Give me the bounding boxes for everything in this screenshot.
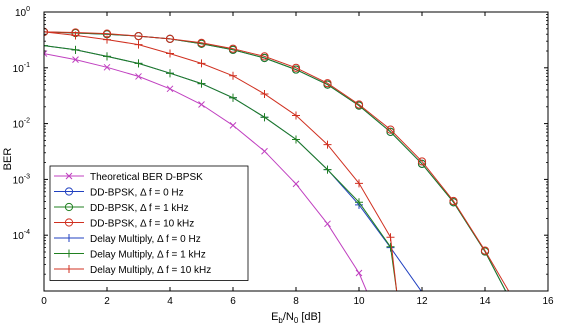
legend-label: Delay Multiply, Δ f = 10 kHz bbox=[90, 265, 211, 276]
data-point bbox=[167, 86, 173, 92]
data-point bbox=[261, 90, 269, 98]
y-axis-label: BER bbox=[2, 148, 14, 171]
x-axis-label-main: E bbox=[271, 311, 278, 323]
data-point bbox=[135, 41, 143, 49]
y-tick-label: 10-4 bbox=[13, 229, 30, 242]
data-point bbox=[229, 94, 237, 102]
x-tick-label: 0 bbox=[41, 296, 47, 307]
data-point bbox=[198, 59, 206, 67]
data-point bbox=[199, 101, 205, 107]
x-axis-label-mid: /N bbox=[283, 311, 294, 323]
data-point bbox=[104, 64, 110, 70]
x-tick-label: 8 bbox=[293, 296, 299, 307]
x-tick-label: 10 bbox=[353, 296, 365, 307]
data-point bbox=[166, 69, 174, 77]
legend-label: DD-BPSK, Δ f = 1 kHz bbox=[90, 203, 189, 214]
data-point bbox=[136, 73, 142, 79]
legend: Theoretical BER D-BPSK DD-BPSK, Δ f = 0 H… bbox=[50, 166, 248, 281]
x-tick-label: 4 bbox=[167, 296, 173, 307]
x-axis-label: Eb/N0 [dB] bbox=[271, 311, 321, 325]
x-tick-label: 16 bbox=[542, 296, 554, 307]
data-point bbox=[72, 46, 80, 54]
data-point bbox=[293, 181, 299, 187]
x-axis-label-tail: [dB] bbox=[298, 311, 321, 323]
data-point bbox=[356, 270, 362, 276]
legend-label: DD-BPSK, Δ f = 10 kHz bbox=[90, 219, 194, 230]
y-tick-label: 10-1 bbox=[13, 62, 30, 75]
data-point bbox=[135, 59, 143, 67]
data-point bbox=[230, 122, 236, 128]
x-tick-label: 2 bbox=[104, 296, 110, 307]
x-tick-label: 12 bbox=[416, 296, 428, 307]
data-point bbox=[103, 52, 111, 60]
legend-label: DD-BPSK, Δ f = 0 Hz bbox=[90, 188, 184, 199]
data-point bbox=[198, 80, 206, 88]
legend-label: Delay Multiply, Δ f = 0 Hz bbox=[90, 234, 201, 245]
y-tick-label: 10-2 bbox=[13, 118, 30, 131]
data-point bbox=[262, 148, 268, 154]
data-point bbox=[325, 221, 331, 227]
y-tick-label: 10-3 bbox=[13, 173, 30, 186]
y-tick-label: 100 bbox=[15, 6, 30, 19]
x-tick-label: 6 bbox=[230, 296, 236, 307]
data-point bbox=[261, 113, 269, 121]
data-point bbox=[166, 50, 174, 58]
legend-label: Theoretical BER D-BPSK bbox=[90, 172, 203, 183]
x-tick-label: 14 bbox=[479, 296, 491, 307]
data-point bbox=[229, 72, 237, 80]
legend-label: Delay Multiply, Δ f = 1 kHz bbox=[90, 250, 206, 261]
data-point bbox=[387, 233, 395, 241]
